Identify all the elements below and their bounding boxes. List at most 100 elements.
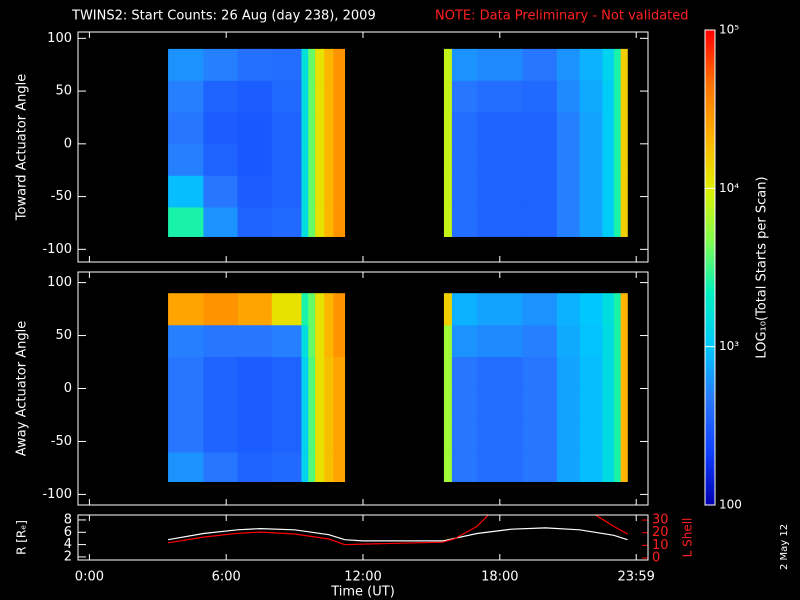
heatmap-cell [308,143,316,176]
y2-tick-label: 0 [652,550,660,565]
heatmap-cell [443,48,453,81]
heatmap-cell [451,293,478,326]
y-tick-label: -100 [42,487,72,502]
y-tick-label: 0 [64,381,72,396]
y-tick-label: 100 [47,275,72,290]
heatmap-cell [579,452,603,482]
heatmap-cell [443,143,453,176]
heatmap-cell [443,388,453,421]
heatmap-cell [308,324,316,358]
heatmap-cell [477,48,523,81]
chart-title: TWINS2: Start Counts: 26 Aug (day 238), … [71,9,376,24]
colorbar [704,29,716,506]
heatmap-cell [451,143,478,176]
heatmap-cell [477,324,523,358]
heatmap-cell [443,112,453,145]
colorbar-tick-label: 10⁴ [719,181,739,195]
heatmap-cell [333,175,346,208]
heatmap-cell [602,388,615,421]
heatmap-cell [237,143,273,176]
heatmap-cell [308,207,316,237]
heatmap-cell [477,356,523,389]
colorbar-label: LOG₁₀(Total Starts per Scan) [755,176,770,358]
heatmap-cell [315,207,325,237]
heatmap-cell [602,143,615,176]
heatmap-cell [308,48,316,81]
heatmap-cell [613,293,621,326]
heatmap-cell [324,388,334,421]
heatmap-cell [477,175,523,208]
heatmap-cell [271,175,302,208]
heatmap-cell [620,175,628,208]
heatmap-cell [324,80,334,113]
heatmap-cell [522,112,558,145]
heatmap-cell [613,388,621,421]
heatmap-cell [324,143,334,176]
heatmap-cell [324,48,334,81]
heatmap-cell [522,207,558,237]
heatmap-cell [477,207,523,237]
heatmap-cell [579,143,603,176]
heatmap-cell [237,48,273,81]
heatmap-cell [301,388,309,421]
heatmap-cell [308,452,316,482]
heatmap-cell [602,48,615,81]
heatmap-cell [613,143,621,176]
heatmap-cell [324,293,334,326]
heatmap-cell [579,175,603,208]
heatmap-cell [315,80,325,113]
heatmap-cell [324,207,334,237]
heatmap-cell [315,143,325,176]
heatmap-cell [301,420,309,453]
heatmap-cell [477,112,523,145]
heatmap-cell [613,80,621,113]
heatmap-cell [301,356,309,389]
heatmap-cell [443,452,453,482]
heatmap-cell [579,48,603,81]
heatmap-cell [451,48,478,81]
y-tick-label: 0 [64,136,72,151]
heatmap-cell [522,452,558,482]
heatmap-cell [271,143,302,176]
y-tick-label: 50 [55,84,72,99]
x-tick-label: 23:59 [617,570,654,585]
heatmap-cell [168,112,204,145]
heatmap-cell [556,48,580,81]
heatmap-cell [168,388,204,421]
heatmap-cell [168,143,204,176]
heatmap-cell [168,420,204,453]
heatmap-cell [271,388,302,421]
heatmap-cell [620,80,628,113]
heatmap-cell [602,356,615,389]
heatmap-cell [237,452,273,482]
heatmap-cell [451,452,478,482]
heatmap-cell [168,207,204,237]
heatmap-cell [308,112,316,145]
heatmap-cell [477,143,523,176]
y2-tick-label: 10 [652,538,669,553]
heatmap-cell [602,112,615,145]
heatmap-cell [620,48,628,81]
heatmap-cell [324,452,334,482]
heatmap-cell [443,420,453,453]
line [167,527,628,542]
y-tick-label: -100 [42,242,72,257]
heatmap-cell [602,452,615,482]
heatmap-cell [556,324,580,358]
heatmap-cell [579,112,603,145]
heatmap-cell [315,356,325,389]
heatmap-cell [556,143,580,176]
heatmap-cell [451,207,478,237]
heatmap-cell [333,80,346,113]
heatmap-cell [301,293,309,326]
heatmap-cell [168,324,204,358]
heatmap-cell [602,80,615,113]
heatmap-cell [237,420,273,453]
heatmap-cell [620,356,628,389]
heatmap-cell [477,80,523,113]
y-axis-label: Away Actuator Angle [15,321,30,456]
heatmap-cell [620,207,628,237]
heatmap-cell [333,388,346,421]
heatmap-cell [203,48,238,81]
